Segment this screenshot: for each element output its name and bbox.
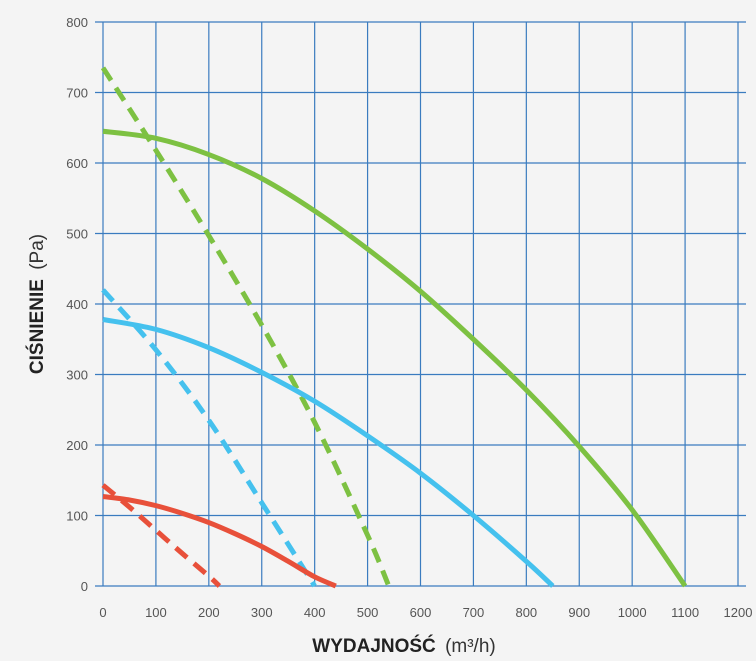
x-tick-label: 900 — [568, 605, 590, 620]
y-tick-label: 200 — [66, 438, 88, 453]
y-axis-title-unit: (Pa) — [27, 234, 48, 270]
series-line-1 — [102, 128, 688, 588]
y-tick-label: 800 — [66, 15, 88, 30]
series-line-6 — [101, 483, 222, 588]
x-tick-label: 100 — [145, 605, 167, 620]
y-axis-title: CIŚNIENIE (Pa) — [26, 234, 48, 374]
y-tick-label: 300 — [66, 368, 88, 383]
x-tick-label: 1200 — [724, 605, 753, 620]
x-axis-title-unit: (m³/h) — [445, 636, 496, 657]
x-axis-title-main: WYDAJNOŚĆ — [312, 635, 436, 657]
x-tick-label: 500 — [357, 605, 379, 620]
x-tick-label: 700 — [463, 605, 485, 620]
axis-ticks: 0 100 200 300 400 500 600 700 800 900 1000 1100 1200… — [66, 15, 752, 620]
series-line-5 — [102, 493, 337, 589]
grid — [95, 21, 746, 587]
x-tick-label: 600 — [410, 605, 432, 620]
series-line-2 — [100, 66, 392, 587]
y-axis-title-main: CIŚNIENIE — [26, 279, 48, 374]
x-tick-label: 0 — [99, 605, 106, 620]
y-tick-label: 700 — [66, 86, 88, 101]
x-tick-label: 400 — [304, 605, 326, 620]
series-line-3 — [102, 317, 555, 588]
y-tick-label: 600 — [66, 156, 88, 171]
x-tick-label: 1000 — [618, 605, 647, 620]
y-tick-label: 400 — [66, 297, 88, 312]
x-tick-label: 200 — [198, 605, 220, 620]
y-tick-label: 100 — [66, 509, 88, 524]
x-tick-label: 800 — [515, 605, 537, 620]
series-line-4 — [101, 288, 317, 588]
y-tick-label: 500 — [66, 227, 88, 242]
x-tick-label: 300 — [251, 605, 273, 620]
y-tick-label: 0 — [81, 579, 88, 594]
series-group — [100, 66, 688, 589]
x-tick-label: 1100 — [671, 605, 699, 620]
x-axis-title: WYDAJNOŚĆ (m³/h) — [312, 635, 495, 657]
